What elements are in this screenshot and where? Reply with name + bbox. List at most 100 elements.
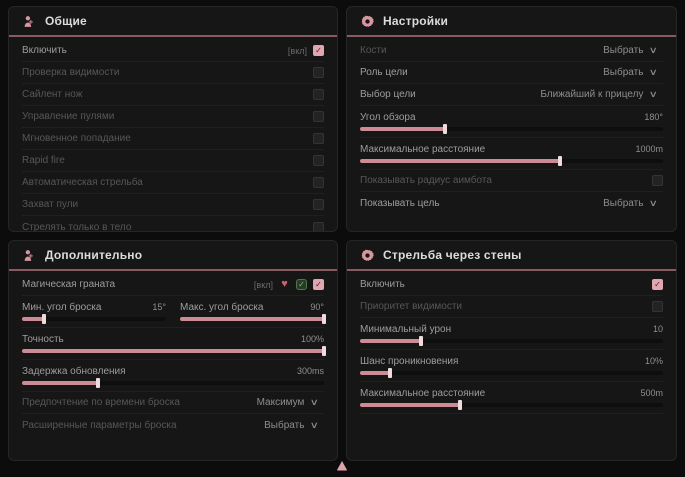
- setting-label: Шанс проникновения: [360, 355, 459, 367]
- slider-fill: [22, 314, 46, 324]
- slider-row: Максимальное расстояние 1000m: [360, 138, 663, 170]
- dropdown[interactable]: Выбрать ∨: [258, 417, 324, 434]
- checkbox[interactable]: [313, 89, 324, 100]
- slider-row: Точность 100%: [22, 328, 326, 360]
- slider-caption: Задержка обновления 300ms: [22, 363, 324, 379]
- slider-thumb[interactable]: [322, 346, 326, 356]
- dropdown[interactable]: Выбрать ∨: [597, 42, 663, 59]
- panel-general-rows: Включить [вкл] ✓ Проверка видимости Сайлент …: [9, 37, 337, 231]
- setting-label: Автоматическая стрельба: [22, 177, 143, 188]
- slider-caption: Максимальное расстояние 1000m: [360, 141, 663, 157]
- dropdown[interactable]: Выбрать ∨: [597, 64, 663, 81]
- slider-row: Шанс проникновения 10%: [360, 350, 663, 382]
- checkbox[interactable]: [652, 301, 663, 312]
- panel-wallbang-rows: Включить ✓ Приоритет видимости Минимальный …: [347, 271, 676, 414]
- slider-thumb[interactable]: [457, 400, 462, 410]
- checkbox[interactable]: [313, 133, 324, 144]
- slider-track[interactable]: [360, 400, 663, 410]
- setting-label: Приоритет видимости: [360, 301, 463, 312]
- aim-person-icon: [22, 14, 36, 28]
- dropdown[interactable]: Выбрать ∨: [597, 195, 663, 212]
- dropdown[interactable]: Максимум ∨: [251, 394, 324, 411]
- slider-track[interactable]: [360, 336, 663, 346]
- dropdown-value: Выбрать: [603, 67, 644, 78]
- row-controls: [313, 133, 324, 144]
- setting-label: Максимальное расстояние: [360, 387, 486, 399]
- checkbox[interactable]: [313, 199, 324, 210]
- checkbox[interactable]: [313, 111, 324, 122]
- check-circle-icon[interactable]: ✓: [296, 279, 307, 290]
- slider-thumb[interactable]: [557, 156, 562, 166]
- checkbox[interactable]: [313, 177, 324, 188]
- setting-row: Роль цели Выбрать ∨: [360, 62, 663, 84]
- checkbox[interactable]: ✓: [313, 45, 324, 56]
- slider-fill: [360, 336, 423, 346]
- checkbox[interactable]: [652, 175, 663, 186]
- dropdown-value: Выбрать: [603, 45, 644, 56]
- slider-value: 10: [652, 324, 663, 334]
- panel-additional: Дополнительно Магическая граната [вкл] ♥ ✓ ✓…: [8, 240, 338, 461]
- slider-track[interactable]: [22, 314, 166, 324]
- panel-title: Дополнительно: [45, 248, 143, 262]
- slider-caption: Шанс проникновения 10%: [360, 353, 663, 369]
- slider-thumb[interactable]: [95, 378, 100, 388]
- row-controls: ✓: [652, 279, 663, 290]
- dropdown[interactable]: Ближайший к прицелу ∨: [534, 86, 663, 103]
- setting-row: Включить [вкл] ✓: [22, 40, 324, 62]
- slider-value: 300ms: [296, 366, 324, 376]
- slider-track[interactable]: [360, 156, 663, 166]
- checkbox[interactable]: ✓: [313, 279, 324, 290]
- row-controls: [652, 175, 663, 186]
- setting-row: Включить ✓: [360, 274, 663, 296]
- chevron-down-icon: ∨: [649, 45, 659, 55]
- slider-fill: [22, 378, 100, 388]
- slider-fill: [360, 400, 462, 410]
- slider-fill: [360, 156, 562, 166]
- dropdown-value: Ближайший к прицелу: [540, 89, 644, 100]
- setting-row: Мгновенное попадание: [22, 128, 324, 150]
- cursor-icon: [337, 461, 347, 470]
- setting-row: Стрелять только в тело: [22, 216, 324, 231]
- slider-caption: Макс. угол броска 90°: [180, 299, 324, 315]
- panel-settings-header: Настройки: [347, 7, 676, 37]
- checkbox[interactable]: [313, 221, 324, 231]
- slider-value: 500m: [640, 388, 663, 398]
- checkbox[interactable]: ✓: [652, 279, 663, 290]
- slider-track[interactable]: [360, 124, 663, 134]
- slider-row: Минимальный урон 10: [360, 318, 663, 350]
- slider-caption: Мин. угол броска 15°: [22, 299, 166, 315]
- checkbox[interactable]: [313, 67, 324, 78]
- setting-label: Выбор цели: [360, 89, 416, 100]
- slider-thumb[interactable]: [388, 368, 393, 378]
- row-controls: [652, 301, 663, 312]
- panel-title: Общие: [45, 14, 87, 28]
- slider-track[interactable]: [22, 346, 326, 356]
- slider-track[interactable]: [360, 368, 663, 378]
- setting-label: Максимальное расстояние: [360, 143, 486, 155]
- setting-row: Выбор цели Ближайший к прицелу ∨: [360, 84, 663, 106]
- row-controls: [313, 177, 324, 188]
- slider-thumb[interactable]: [41, 314, 46, 324]
- setting-row: Проверка видимости: [22, 62, 324, 84]
- slider-caption: Точность 100%: [22, 331, 324, 347]
- row-controls: [313, 221, 324, 231]
- setting-label: Сайлент нож: [22, 89, 83, 100]
- setting-label: Мин. угол броска: [22, 301, 102, 313]
- slider-caption: Максимальное расстояние 500m: [360, 385, 663, 401]
- setting-label: Показывать радиус аимбота: [360, 175, 492, 186]
- slider-track[interactable]: [180, 314, 326, 324]
- hotkey-tag: [вкл]: [287, 45, 307, 56]
- slider-thumb[interactable]: [322, 314, 326, 324]
- setting-label: Макс. угол броска: [180, 301, 264, 313]
- slider-row: Максимальное расстояние 500m: [360, 382, 663, 414]
- slider-track[interactable]: [22, 378, 324, 388]
- heart-icon[interactable]: ♥: [281, 278, 288, 290]
- panel-title: Настройки: [383, 14, 449, 28]
- setting-label: Магическая граната: [22, 279, 116, 290]
- setting-label: Кости: [360, 45, 387, 56]
- checkbox[interactable]: [313, 155, 324, 166]
- slider-value: 10%: [644, 356, 663, 366]
- slider-thumb[interactable]: [442, 124, 447, 134]
- slider-thumb[interactable]: [418, 336, 423, 346]
